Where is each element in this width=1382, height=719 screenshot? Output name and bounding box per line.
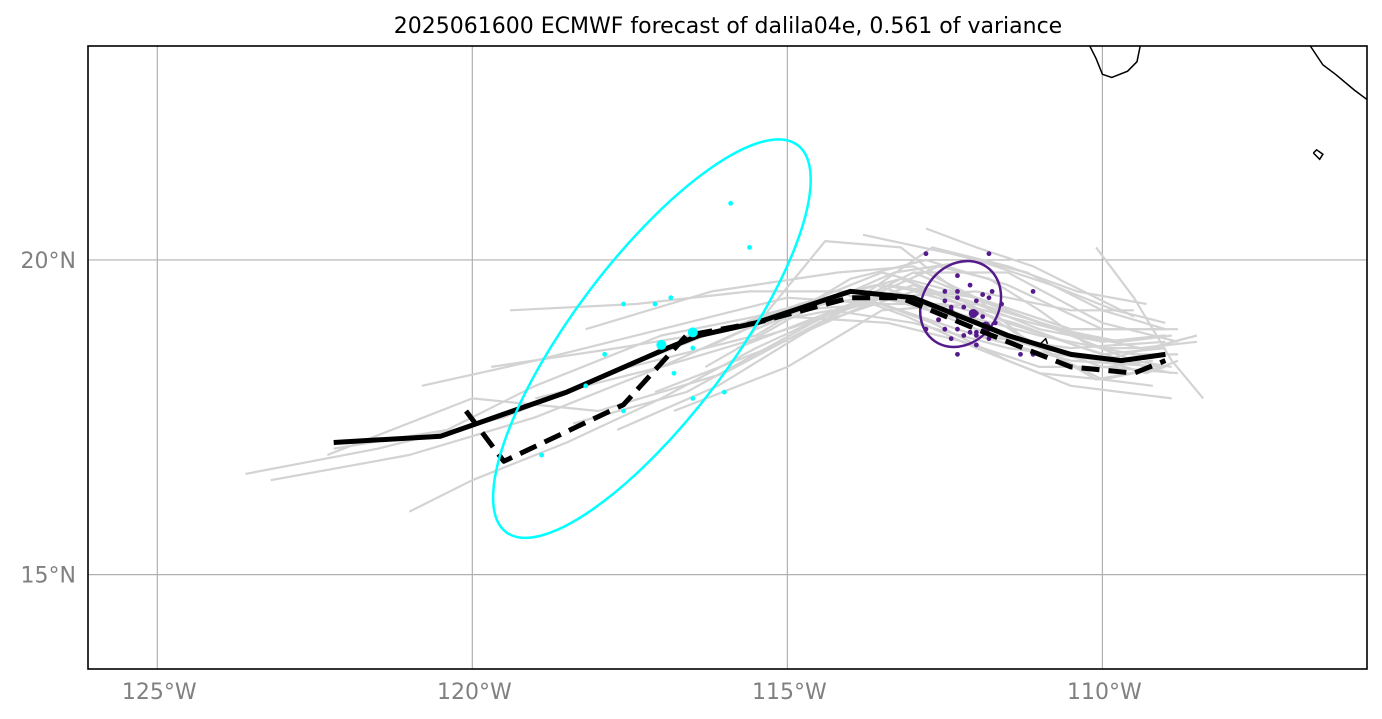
coastline bbox=[1309, 46, 1367, 101]
late-ensemble-point bbox=[539, 452, 545, 458]
early-ensemble-point bbox=[942, 289, 948, 294]
x-tick-label: 110°W bbox=[1067, 680, 1142, 705]
late-ensemble-point bbox=[602, 351, 608, 357]
ensemble-track bbox=[1095, 246, 1205, 400]
ensemble-track bbox=[862, 233, 1166, 331]
early-ensemble-point bbox=[1018, 351, 1023, 357]
late-ensemble-point bbox=[690, 345, 696, 351]
early-ensemble-point bbox=[980, 314, 986, 319]
late-ensemble-point bbox=[728, 200, 734, 206]
late-ensemble-point bbox=[668, 295, 674, 301]
coastline bbox=[1312, 148, 1324, 161]
x-tick-label: 120°W bbox=[437, 680, 512, 705]
early-ensemble-point bbox=[955, 351, 960, 357]
early-ensemble-point bbox=[986, 295, 992, 301]
early-ensemble-point bbox=[955, 326, 960, 332]
gridlines bbox=[88, 46, 1367, 669]
late-forecast-point bbox=[687, 327, 698, 338]
early-ensemble-mean bbox=[968, 308, 978, 318]
chart-title: 2025061600 ECMWF forecast of dalila04e, … bbox=[394, 14, 1062, 39]
early-ensemble-point bbox=[973, 329, 979, 335]
early-ensemble-point bbox=[980, 292, 986, 297]
early-ensemble-point bbox=[936, 317, 941, 323]
late-ensemble-point bbox=[747, 244, 752, 250]
early-ensemble-point bbox=[923, 251, 929, 257]
late-ensemble-point bbox=[690, 396, 696, 401]
early-ensemble-point bbox=[961, 333, 967, 338]
early-ensemble-point bbox=[989, 289, 995, 294]
early-ensemble-point bbox=[942, 326, 948, 332]
coastline bbox=[1089, 46, 1141, 79]
axis-ticks: 125°W 120°W 115°W 110°W 20°N 15°N bbox=[21, 249, 1142, 705]
late-ensemble-mean bbox=[656, 339, 667, 350]
late-ensemble-point bbox=[671, 370, 677, 376]
late-ensemble-point bbox=[652, 301, 658, 307]
x-tick-label: 125°W bbox=[122, 680, 197, 705]
early-ensemble-point bbox=[955, 273, 960, 279]
early-ensemble-point bbox=[961, 304, 967, 310]
y-tick-label: 20°N bbox=[21, 249, 76, 274]
ensemble-mean-track bbox=[464, 295, 1167, 464]
deterministic-forecast-track bbox=[333, 288, 1166, 445]
late-ensemble-point bbox=[621, 408, 626, 414]
early-uncertainty-ellipse bbox=[918, 259, 1003, 349]
ensemble-track bbox=[787, 315, 1153, 368]
early-ensemble-point bbox=[955, 295, 960, 301]
late-ensemble-point bbox=[583, 383, 589, 389]
early-ensemble-point bbox=[973, 298, 979, 304]
early-ensemble-point bbox=[967, 329, 973, 335]
early-ensemble-point bbox=[948, 336, 954, 342]
y-tick-label: 15°N bbox=[21, 564, 76, 589]
x-tick-label: 115°W bbox=[752, 680, 827, 705]
early-ensemble-point bbox=[955, 289, 960, 294]
early-ensemble-point bbox=[986, 336, 992, 342]
late-uncertainty-ellipse bbox=[491, 138, 812, 540]
ensemble-track bbox=[629, 258, 1178, 368]
ensemble-track bbox=[333, 290, 1166, 450]
plot-area bbox=[245, 46, 1367, 540]
plot-frame bbox=[87, 45, 1368, 670]
early-ensemble-point bbox=[948, 304, 954, 310]
late-ensemble-point bbox=[721, 389, 727, 395]
early-ensemble-point bbox=[986, 251, 992, 257]
ensemble-track bbox=[654, 290, 1134, 394]
ensemble-track bbox=[925, 227, 1135, 318]
ensemble-track bbox=[912, 271, 1172, 343]
ensemble-track bbox=[837, 290, 1166, 381]
early-ensemble-point bbox=[942, 298, 948, 304]
early-ensemble-point bbox=[973, 342, 979, 348]
early-ensemble-point bbox=[1030, 289, 1036, 294]
early-ensemble-point bbox=[967, 282, 973, 288]
ensemble-track bbox=[585, 265, 1166, 331]
late-ensemble-point bbox=[621, 301, 626, 307]
